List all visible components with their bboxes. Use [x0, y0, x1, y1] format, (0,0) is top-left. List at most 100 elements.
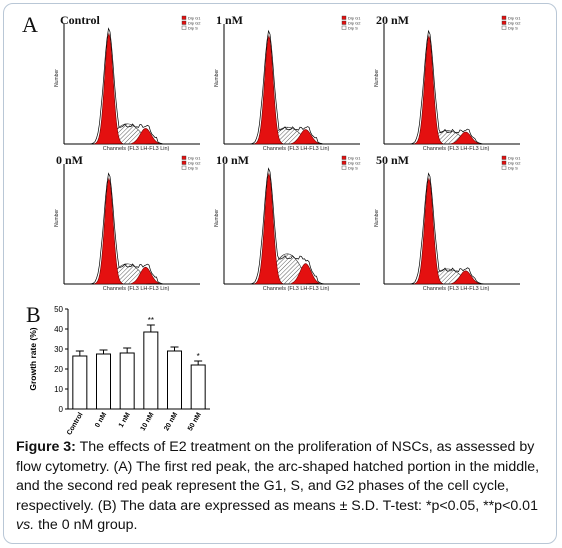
legend-label: Dip G2 [348, 21, 361, 26]
histogram-ylabel: Number [374, 69, 380, 87]
histogram-title: Control [60, 13, 100, 27]
histogram-outline [388, 29, 516, 145]
legend-label: Dip G1 [508, 16, 521, 21]
figure-caption: Figure 3: The effects of E2 treatment on… [16, 438, 548, 536]
legend-label: Dip G2 [188, 161, 201, 166]
histogram-title: 0 nM [56, 153, 83, 167]
histogram-xlabel: Channels (FL3 LH-FL3 Lin) [263, 146, 330, 152]
histogram-outline [68, 172, 196, 285]
legend-swatch [501, 160, 507, 165]
y-tick-label: 40 [54, 325, 63, 334]
legend-swatch [341, 15, 347, 20]
bar [190, 364, 206, 410]
legend-swatch [501, 20, 507, 25]
x-tick-label: 0 nM [94, 411, 108, 428]
y-tick-label: 30 [54, 345, 63, 354]
legend-label: Dip G1 [348, 16, 361, 21]
histogram-title: 50 nM [376, 153, 409, 167]
legend-swatch [341, 20, 347, 25]
bar [119, 352, 135, 410]
histogram-title: 20 nM [376, 13, 409, 27]
legend-swatch [501, 15, 507, 20]
significance-mark: * [197, 352, 200, 361]
legend-swatch [341, 155, 347, 160]
panel-b-letter: B [26, 302, 41, 327]
histogram-outline [228, 167, 356, 285]
legend-swatch [181, 160, 187, 165]
legend-swatch [501, 25, 507, 30]
histogram-title: 1 nM [216, 13, 243, 27]
g1-peak [94, 32, 124, 145]
g2-peak [451, 270, 480, 285]
legend-label: Dip G1 [348, 156, 361, 161]
legend-swatch [181, 20, 187, 25]
y-tick-label: 20 [54, 365, 63, 374]
bar-ylabel: Growth rate (%) [28, 327, 38, 390]
y-tick-label: 10 [54, 385, 63, 394]
g2-peak [131, 128, 160, 145]
legend-label: Dip S [508, 166, 518, 171]
legend-label: Dip G1 [508, 156, 521, 161]
legend-label: Dip S [188, 26, 198, 31]
g2-peak [291, 129, 320, 145]
legend-swatch [501, 165, 507, 170]
g2-peak [451, 131, 480, 145]
histogram-xlabel: Channels (FL3 LH-FL3 Lin) [423, 146, 490, 152]
legend-label: Dip G2 [508, 161, 521, 166]
bar [143, 331, 159, 410]
figure-frame [3, 3, 557, 544]
g2-peak [291, 263, 320, 285]
histogram-xlabel: Channels (FL3 LH-FL3 Lin) [103, 146, 170, 152]
legend-label: Dip S [348, 166, 358, 171]
bar [72, 355, 88, 410]
histogram-title: 10 nM [216, 153, 249, 167]
g1-peak [414, 35, 444, 145]
growth-rate-bar-chart: 0 10 20 30 40 50 Growth rate (%) Control 0 nM 1 n… [28, 305, 210, 435]
caption-label: Figure 3: [16, 439, 76, 455]
caption-text-2: the 0 nM group. [34, 517, 138, 534]
y-tick-label: 0 [59, 405, 64, 414]
bar [167, 350, 182, 410]
x-tick-label: Control [66, 411, 85, 435]
x-tick-label: 20 nM [163, 411, 179, 432]
histogram-xlabel: Channels (FL3 LH-FL3 Lin) [103, 286, 170, 292]
bar [96, 353, 111, 410]
histogram-outline [388, 172, 516, 285]
histogram-ylabel: Number [374, 209, 380, 227]
y-tick-label: 50 [54, 305, 63, 314]
g1-peak [94, 177, 124, 285]
g2-peak [131, 266, 160, 285]
histogram-xlabel: Channels (FL3 LH-FL3 Lin) [423, 286, 490, 292]
legend-swatch [181, 25, 187, 30]
x-tick-label: 1 nM [118, 411, 132, 428]
g1-peak [254, 172, 284, 285]
histogram-ylabel: Number [214, 209, 220, 227]
legend-swatch [181, 155, 187, 160]
panel-a-letter: A [22, 12, 38, 37]
legend-swatch [341, 165, 347, 170]
significance-mark: ** [148, 316, 154, 325]
caption-text-1: The effects of E2 treatment on the proli… [16, 439, 540, 514]
legend-swatch [341, 160, 347, 165]
histogram-xlabel: Channels (FL3 LH-FL3 Lin) [263, 286, 330, 292]
caption-vs: vs. [16, 517, 35, 534]
legend-label: Dip G1 [188, 16, 201, 21]
legend-swatch [181, 15, 187, 20]
x-tick-label: 50 nM [187, 411, 203, 432]
g1-peak [414, 177, 444, 285]
histogram-ylabel: Number [54, 209, 60, 227]
histogram-ylabel: Number [54, 69, 60, 87]
histogram-ylabel: Number [214, 69, 220, 87]
histogram-outline [68, 27, 196, 145]
legend-label: Dip G2 [188, 21, 201, 26]
